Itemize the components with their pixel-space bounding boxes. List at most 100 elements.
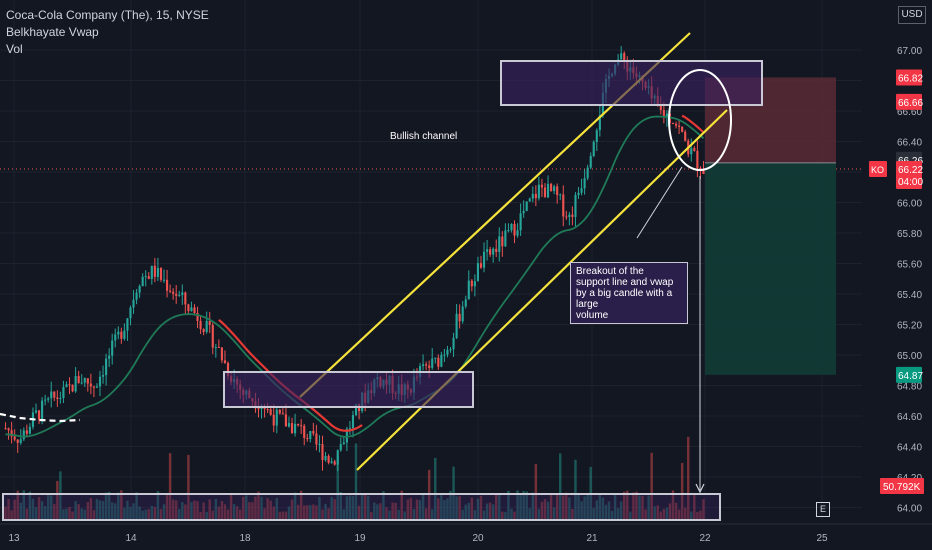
candle-body (467, 280, 470, 300)
volume-bar (537, 508, 541, 520)
time-axis[interactable]: 13 14 18 19 20 21 22 25 (0, 523, 932, 544)
volume-bar (485, 503, 489, 520)
candle-body (41, 400, 44, 420)
candle-body (449, 349, 452, 351)
volume-bar (156, 491, 160, 520)
vwap-band-line (681, 114, 705, 134)
volume-bar (159, 509, 163, 520)
volume-bar (248, 502, 251, 520)
volume-bar (220, 501, 224, 520)
candle-body (528, 198, 531, 202)
volume-bar (263, 508, 266, 520)
volume-bar (632, 492, 635, 520)
currency-button[interactable]: USD (898, 6, 926, 24)
symbol-tag (869, 160, 887, 177)
candle-body (141, 276, 144, 287)
volume-bar (101, 501, 105, 520)
volume-bar (107, 491, 111, 520)
volume-bar (641, 495, 644, 520)
candle-body (22, 430, 25, 440)
volume-bar (345, 496, 349, 520)
candle-body (147, 276, 150, 279)
candle-body (123, 330, 126, 339)
volume-bar (153, 506, 157, 520)
candle-body (684, 131, 687, 141)
candle-body (205, 320, 208, 332)
countdown-label: 04:00 (898, 177, 923, 188)
price-tick-label: 66.40 (897, 138, 922, 149)
volume-bar (117, 492, 120, 520)
volume-bar (461, 509, 464, 520)
candle-body (86, 378, 89, 384)
volume-bar (95, 498, 99, 520)
candle-body (120, 331, 123, 339)
candle-body (678, 125, 681, 128)
candle-body (598, 115, 601, 131)
volume-bar (702, 499, 705, 520)
price-tag (896, 69, 922, 86)
candle-body (495, 248, 498, 252)
volume-bar (431, 509, 434, 520)
volume-bar (586, 493, 589, 520)
indicator-name[interactable]: Belkhayate Vwap (6, 25, 99, 39)
volume-bar (165, 494, 169, 520)
volume-bar (491, 504, 495, 520)
candle-body (586, 167, 589, 179)
events-marker[interactable]: E (816, 502, 830, 517)
channel-lower-line (356, 109, 728, 471)
candle-body (150, 265, 153, 279)
volume-bar (373, 502, 376, 520)
candle-body (327, 455, 330, 463)
volume-bar (16, 490, 19, 520)
volume-bar (50, 495, 53, 520)
volume-bar (616, 508, 620, 520)
volume-bar (403, 511, 407, 520)
candle-body (153, 265, 156, 277)
volume-bar (257, 491, 260, 520)
candle-body (550, 183, 553, 192)
volume-bar (178, 508, 181, 520)
candle-body (108, 355, 111, 359)
candle-body (184, 292, 187, 305)
volume-bar (455, 496, 458, 520)
volume-bar (226, 509, 230, 520)
volume-bar (394, 502, 397, 520)
volume-bar (110, 502, 114, 520)
volume-tag-label: 50.792K (883, 482, 921, 493)
volume-bar (92, 510, 96, 520)
volume-indicator-name[interactable]: Vol (6, 42, 23, 56)
candle-body (321, 444, 324, 461)
price-tag (896, 366, 922, 383)
volume-bar (406, 499, 410, 520)
price-tick-label: 64.00 (897, 504, 922, 515)
volume-bar (293, 492, 297, 520)
volume-bar (120, 490, 123, 520)
candle-body (556, 186, 559, 196)
volume-bar (424, 508, 428, 520)
volume-bar (498, 494, 501, 520)
volume-bar (324, 504, 327, 520)
volume-bar (577, 493, 580, 520)
volume-bar (214, 498, 218, 520)
volume-bar (607, 501, 611, 520)
time-tick-label: 25 (816, 533, 828, 544)
candle-body (577, 192, 580, 195)
volume-bar (604, 504, 608, 520)
volume-bar (89, 497, 93, 520)
symbol-title[interactable]: Coca-Cola Company (The), 15, NYSE (6, 8, 209, 22)
volume-bar (330, 496, 333, 520)
volume-bar (318, 496, 321, 520)
volume-bar (7, 499, 10, 520)
note-line: by a big candle with a large (576, 288, 673, 310)
time-tick-label: 14 (125, 533, 137, 544)
volume-bar (269, 500, 272, 520)
volume-bar (680, 462, 684, 520)
price-tick-label: 66.00 (897, 199, 922, 210)
volume-bar (168, 453, 172, 520)
candle-body (53, 391, 56, 398)
candle-body (458, 313, 461, 322)
candle-body (318, 444, 321, 446)
candle-body (196, 312, 199, 322)
price-tick-label: 65.00 (897, 351, 922, 362)
